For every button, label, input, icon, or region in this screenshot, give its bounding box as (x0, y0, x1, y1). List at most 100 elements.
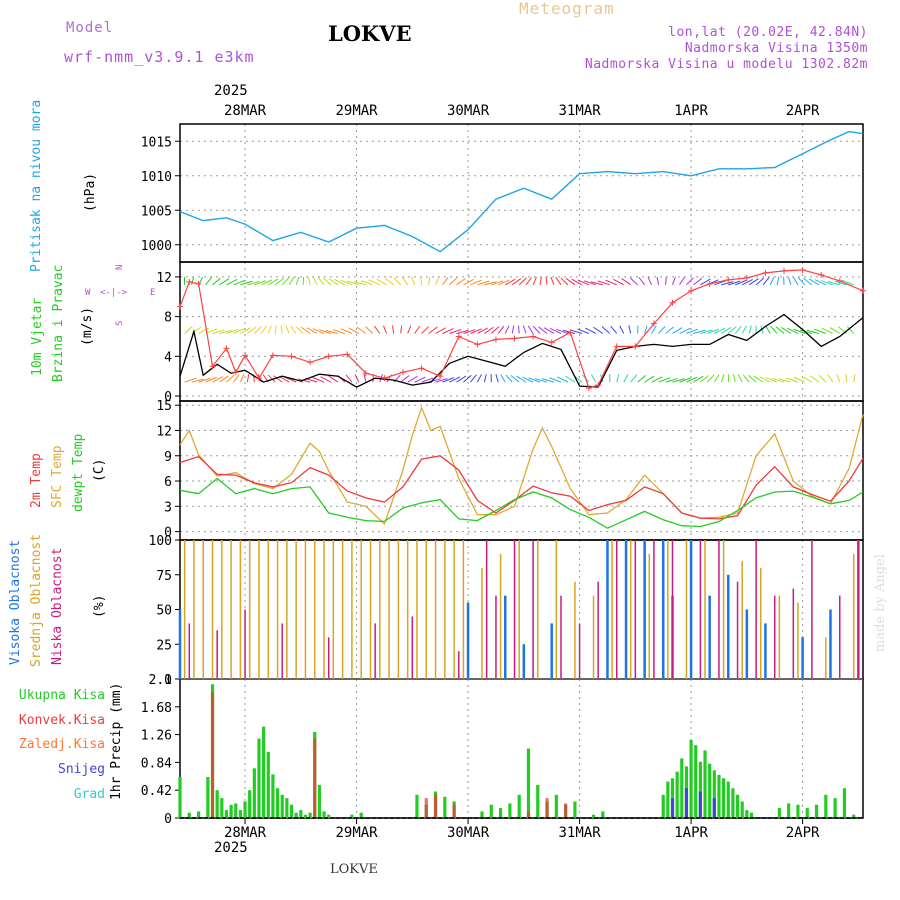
wind-barb (787, 276, 792, 285)
wind-barb (541, 378, 555, 383)
wind-barb (672, 276, 676, 286)
precip-total-bar (303, 814, 308, 818)
wind-barb (539, 276, 542, 285)
wind-gust-marker (255, 375, 262, 382)
wind-barb (511, 278, 522, 286)
wind-barb (776, 276, 780, 285)
wind-gust-marker (632, 343, 639, 350)
wind-gust-marker (669, 299, 676, 306)
wind-barb (281, 277, 290, 286)
y-tick-label: 0 (164, 812, 172, 827)
wind-barb (693, 375, 704, 383)
wind-barb (247, 326, 257, 334)
precip-total-bar (536, 784, 540, 818)
precip-convective-bar (526, 811, 531, 818)
precip-total-bar (480, 811, 484, 818)
wind-ylabel: 10m Vjetar (30, 297, 45, 376)
wind-barb (720, 374, 725, 383)
y-tick-label: 3 (164, 500, 172, 515)
wind-barb (797, 277, 806, 286)
wind-barb (793, 376, 806, 383)
wind-gust-marker (836, 277, 843, 284)
wind-barb (630, 374, 638, 383)
wind-barb (629, 277, 638, 286)
wind-barb (498, 279, 510, 286)
wind-barb (583, 280, 597, 286)
wind-barb (345, 374, 353, 383)
wind-barb (590, 281, 603, 286)
wind-barb (525, 277, 532, 286)
wind-barb (658, 325, 666, 334)
wind-barb (212, 277, 221, 286)
wind-barb (827, 281, 840, 286)
wind-barb (577, 328, 590, 334)
wind-barb (742, 374, 750, 383)
wind-barb (477, 280, 490, 286)
wind-barb (700, 329, 713, 334)
legend-snijeg: Snijeg (58, 762, 105, 777)
wind-barb (500, 374, 506, 383)
wind-barb (233, 374, 240, 383)
precip-total-bar (243, 801, 247, 818)
wind-barb (734, 325, 742, 334)
wind-barb (302, 276, 305, 285)
cloud-low-ylabel: Niska Oblacnost (50, 547, 65, 665)
wind-barb (332, 329, 346, 334)
precip-total-bar (178, 776, 182, 818)
wind-barb (240, 327, 251, 334)
wind-gust-marker (288, 353, 295, 360)
wind-barb (442, 377, 455, 383)
wind-barb (340, 279, 353, 286)
precip-total-bar (712, 770, 716, 818)
wind-barb (775, 326, 785, 334)
wind-barb (353, 281, 366, 286)
precip-total-bar (238, 810, 243, 818)
wind-barb (226, 374, 235, 383)
precip-total-bar (740, 801, 744, 818)
precip-total-bar (322, 811, 326, 818)
wind-barb (638, 277, 646, 286)
bottom-day-label: 29MAR (335, 825, 378, 841)
wind-barb (713, 374, 720, 383)
wind-barb (306, 327, 318, 334)
wind-barb (765, 377, 778, 383)
precip-total-bar (852, 814, 856, 818)
wind-barb (679, 377, 692, 383)
precip-total-bar (294, 812, 298, 818)
precip-total-bar (327, 814, 331, 818)
wind-barb (808, 278, 820, 286)
pressure-line (179, 130, 864, 253)
wind-barb (821, 280, 833, 286)
wind-barb (571, 278, 583, 286)
wind-barb (644, 375, 655, 383)
wind-unit: (m/s) (80, 306, 95, 346)
wind-gust-marker (799, 266, 806, 273)
wind-barb (334, 278, 346, 286)
wind-gust-marker (725, 276, 732, 283)
wind-barb (644, 325, 648, 334)
y-tick-label: 0 (164, 390, 172, 405)
wind-barb (771, 377, 785, 383)
precip-total-bar (248, 790, 252, 818)
altitude-label: Nadmorska Visina 1350m (684, 41, 868, 56)
y-tick-label: 6 (164, 475, 172, 490)
wind-gust-marker (362, 370, 369, 377)
wind-barb (792, 276, 799, 286)
precip-total-bar (805, 808, 809, 818)
y-tick-label: 9 (164, 450, 172, 465)
wind-barb (456, 278, 466, 286)
compass-west: W (85, 288, 91, 298)
wind-barb (312, 328, 325, 334)
precip-total-bar (824, 794, 828, 818)
precip-snow-bar (712, 798, 716, 818)
wind-barb (787, 327, 799, 334)
wind-barb (295, 276, 300, 285)
wind-barb (658, 377, 671, 383)
wind-gust-marker (242, 352, 249, 359)
wind-gust-marker (344, 351, 351, 358)
wind-barb (428, 326, 438, 334)
wind-barb (328, 375, 339, 383)
wind-barb (320, 376, 332, 383)
precip-total-bar (787, 803, 791, 818)
wind-barb (527, 325, 534, 334)
